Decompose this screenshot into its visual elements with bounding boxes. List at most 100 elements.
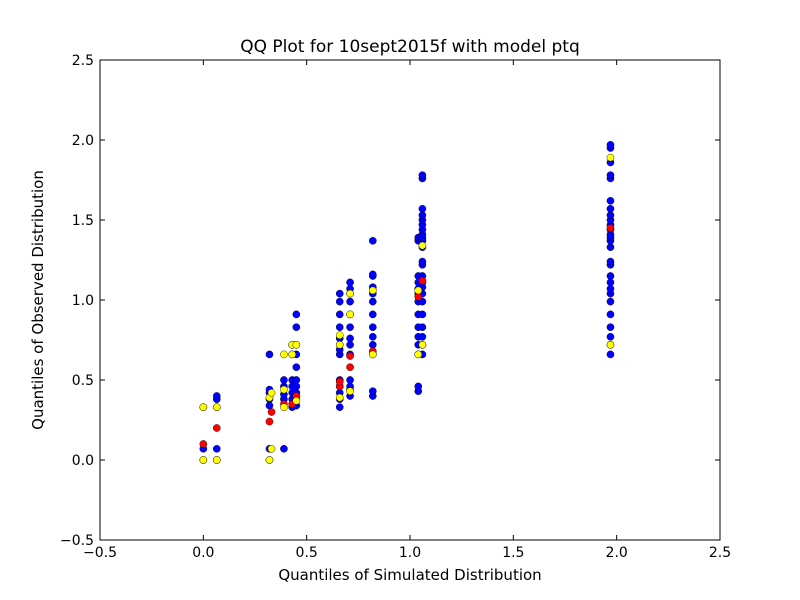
data-point [265,417,274,426]
data-point [606,350,615,359]
data-point [606,257,615,266]
series-1 [199,224,615,448]
data-point [368,236,377,245]
data-point [368,387,377,396]
y-axis-label: Quantiles of Observed Distribution [29,170,47,430]
data-point [606,153,615,162]
data-point [368,297,377,306]
data-point [368,350,377,359]
data-point [280,350,288,359]
data-point [368,340,377,349]
data-point [346,310,354,319]
y-tick-label: 2.5 [72,53,94,69]
data-point [414,292,423,301]
data-point [335,323,344,332]
data-point [346,334,354,343]
data-point [414,382,423,391]
data-point [292,323,301,332]
data-point [212,403,221,412]
data-point [346,387,354,396]
data-point [292,340,301,349]
data-point [335,310,344,319]
data-point [212,424,221,432]
data-point [418,323,427,332]
data-point [606,284,615,293]
data-point [414,350,423,359]
y-tick-label: 0.5 [72,373,94,389]
data-point [288,350,297,359]
data-points [199,140,615,464]
data-point [346,340,354,349]
data-point [335,297,344,306]
series-0 [199,140,615,464]
data-point [267,388,276,397]
y-tick-label: 0.0 [72,453,94,469]
data-point [335,393,344,402]
data-point [267,408,276,416]
data-point [606,272,615,280]
data-point [199,440,208,448]
data-point [606,332,615,341]
data-point [346,297,354,306]
data-point [346,376,354,384]
data-point [267,444,276,453]
data-point [292,382,301,391]
data-point [199,456,208,464]
data-point [265,350,274,359]
data-point [418,332,427,341]
data-point [335,340,344,349]
data-point [418,211,427,219]
data-point [606,224,615,232]
data-point [335,377,344,386]
data-point [346,323,354,332]
x-tick-label: −0.5 [83,545,117,561]
data-point [606,310,615,319]
data-point [280,376,288,384]
data-point [606,243,615,251]
chart-title: QQ Plot for 10sept2015f with model ptq [240,37,580,57]
x-tick-label: 1.5 [502,545,524,561]
axis-ticks: −0.5 0.0 0.5 1.0 1.5 2.0 2.5 −0.5 0.0 0.5 1.0 1.5 2.… [60,53,731,561]
data-point [368,310,377,319]
data-point [335,289,344,298]
y-tick-label: 1.0 [72,293,94,309]
data-point [606,278,615,287]
data-point [606,140,615,149]
data-point [292,363,301,372]
data-point [212,456,221,464]
data-point [418,276,427,285]
y-tick-label: 1.5 [72,213,94,229]
data-point [418,204,427,213]
data-point [346,289,354,298]
data-point [280,385,288,394]
data-point [418,171,427,179]
data-point [418,241,427,250]
data-point [292,396,301,405]
data-point [418,310,427,319]
data-point [292,376,301,384]
y-tick-label: 2.0 [72,133,94,149]
data-point [418,257,427,266]
data-point [212,392,221,400]
data-point [346,278,354,287]
data-point [414,286,423,295]
data-point [368,270,377,279]
data-point [368,286,377,295]
data-point [346,363,354,372]
data-point [265,401,274,410]
data-point [265,456,274,464]
series-2 [199,153,615,464]
data-point [418,340,427,349]
data-point [199,403,208,412]
data-point [606,196,615,205]
data-point [606,340,615,349]
data-point [335,403,344,412]
plot-frame [99,59,721,541]
data-point [606,297,615,306]
y-tick-label: −0.5 [60,533,94,549]
data-point [280,444,288,453]
data-point [606,211,615,219]
data-point [335,331,344,340]
data-point [368,332,377,341]
